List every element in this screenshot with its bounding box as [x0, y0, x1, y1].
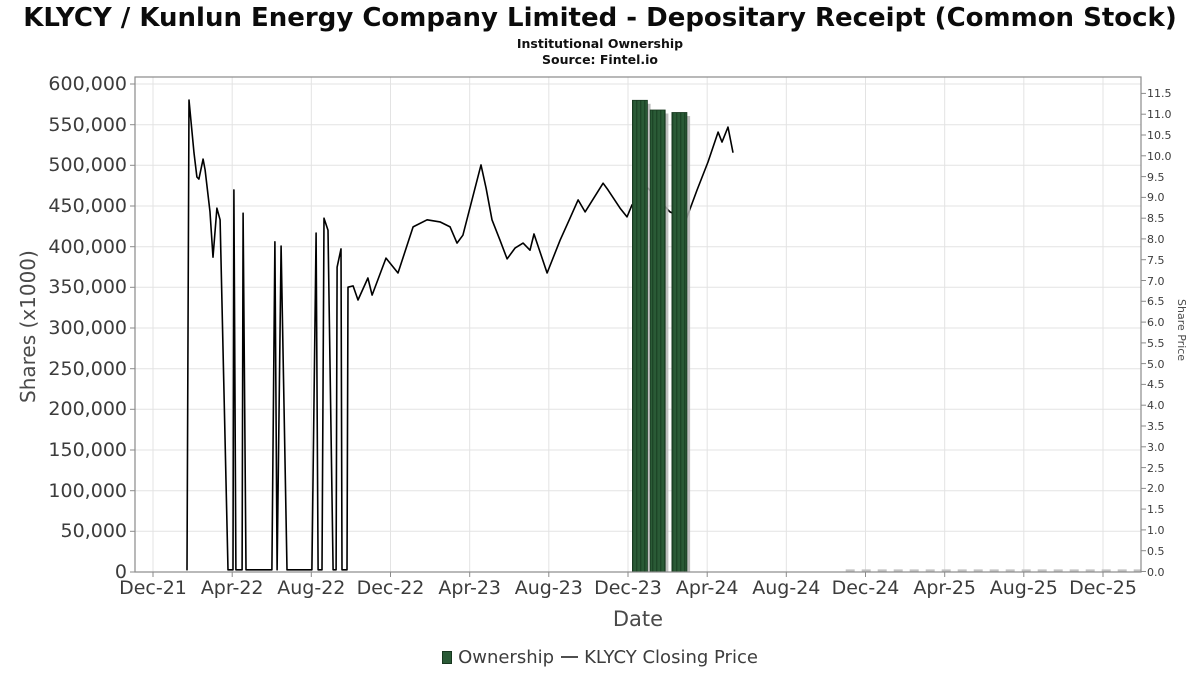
- ownership-swatch-icon: [442, 650, 453, 664]
- right-axis-tick-label: 10.0: [1147, 149, 1172, 163]
- right-axis-tick-label: 8.5: [1147, 212, 1165, 226]
- legend-ownership-label: Ownership: [458, 646, 555, 668]
- right-axis-tick-label: 10.5: [1147, 129, 1172, 142]
- right-axis-tick-label: 6.0: [1147, 316, 1165, 330]
- right-axis-tick-label: 2.0: [1147, 482, 1165, 496]
- legend-item-closing-price[interactable]: KLYCY Closing Price: [561, 647, 758, 668]
- right-axis-tick-label: 6.5: [1147, 295, 1165, 309]
- right-axis-tick-label: 1.0: [1147, 523, 1165, 537]
- x-axis-tick-label: Apr-23: [438, 577, 502, 599]
- right-axis-tick-label: 8.0: [1147, 232, 1165, 246]
- y-axis-tick-label: 500,000: [48, 154, 127, 177]
- y-axis-title-right: Share Price: [1175, 299, 1188, 362]
- chart-source-label: Source: Fintel.io: [542, 52, 658, 67]
- right-axis-tick-label: 7.5: [1147, 253, 1165, 267]
- right-axis-tick-label: 3.5: [1147, 420, 1165, 433]
- x-axis-tick-label: Dec-24: [831, 577, 900, 599]
- y-axis-tick-label: 400,000: [48, 235, 127, 258]
- right-axis-tick-label: 11.0: [1147, 108, 1172, 122]
- right-axis-tick-label: 5.5: [1147, 336, 1165, 350]
- right-axis-tick-label: 7.0: [1147, 274, 1165, 288]
- y-axis-tick-label: 200,000: [48, 398, 127, 421]
- right-axis-tick-label: 0.0: [1147, 565, 1165, 579]
- y-axis-tick-label: 100,000: [48, 479, 127, 502]
- x-axis-tick-label: Apr-24: [675, 577, 739, 599]
- y-axis-tick-label: 550,000: [48, 113, 127, 136]
- right-axis-tick-label: 1.5: [1147, 503, 1165, 517]
- chart-subtitle: Institutional Ownership: [516, 36, 684, 51]
- x-axis-tick-label: Apr-25: [913, 577, 977, 599]
- right-axis-tick-label: 4.5: [1147, 378, 1165, 392]
- y-axis-tick-label: 250,000: [48, 357, 127, 380]
- y-axis-tick-label: 300,000: [48, 317, 127, 339]
- x-axis-title: Date: [612, 607, 664, 631]
- x-axis-tick-label: Dec-23: [594, 577, 662, 599]
- x-axis-tick-label: Aug-22: [277, 577, 346, 599]
- x-axis-tick-label: Aug-23: [514, 577, 583, 599]
- right-axis-tick-label: 3.0: [1147, 440, 1165, 454]
- x-axis-tick-label: Dec-22: [356, 577, 425, 599]
- chart-title: KLYCY / Kunlun Energy Company Limited - …: [23, 3, 1177, 33]
- right-axis-tick-label: 9.5: [1147, 170, 1165, 184]
- legend-closing-price-label: KLYCY Closing Price: [584, 646, 758, 668]
- right-axis-tick-label: 9.0: [1147, 191, 1165, 205]
- y-axis-tick-label: 150,000: [48, 439, 127, 461]
- y-axis-tick-label: 600,000: [48, 73, 127, 95]
- right-axis-tick-label: 4.0: [1147, 399, 1165, 413]
- right-axis-tick-label: 11.5: [1147, 87, 1172, 101]
- legend: Ownership KLYCY Closing Price: [0, 644, 1200, 670]
- y-axis-tick-label: 350,000: [48, 276, 127, 299]
- y-axis-tick-label: 450,000: [48, 195, 127, 217]
- right-axis-tick-label: 5.0: [1147, 357, 1165, 371]
- legend-item-ownership[interactable]: Ownership: [442, 647, 554, 668]
- x-axis-tick-label: Aug-25: [989, 577, 1058, 599]
- x-axis-tick-label: Dec-21: [119, 577, 187, 599]
- y-axis-tick-label: 50,000: [60, 520, 127, 543]
- x-axis-tick-label: Apr-22: [200, 577, 264, 599]
- y-axis-tick-label: 0: [114, 561, 127, 583]
- closing-price-dash-icon: [561, 655, 579, 659]
- x-axis-tick-label: Dec-25: [1069, 577, 1137, 599]
- right-axis-tick-label: 0.5: [1147, 544, 1165, 558]
- x-axis-tick-label: Aug-24: [752, 577, 821, 599]
- right-axis-tick-label: 2.5: [1147, 461, 1165, 475]
